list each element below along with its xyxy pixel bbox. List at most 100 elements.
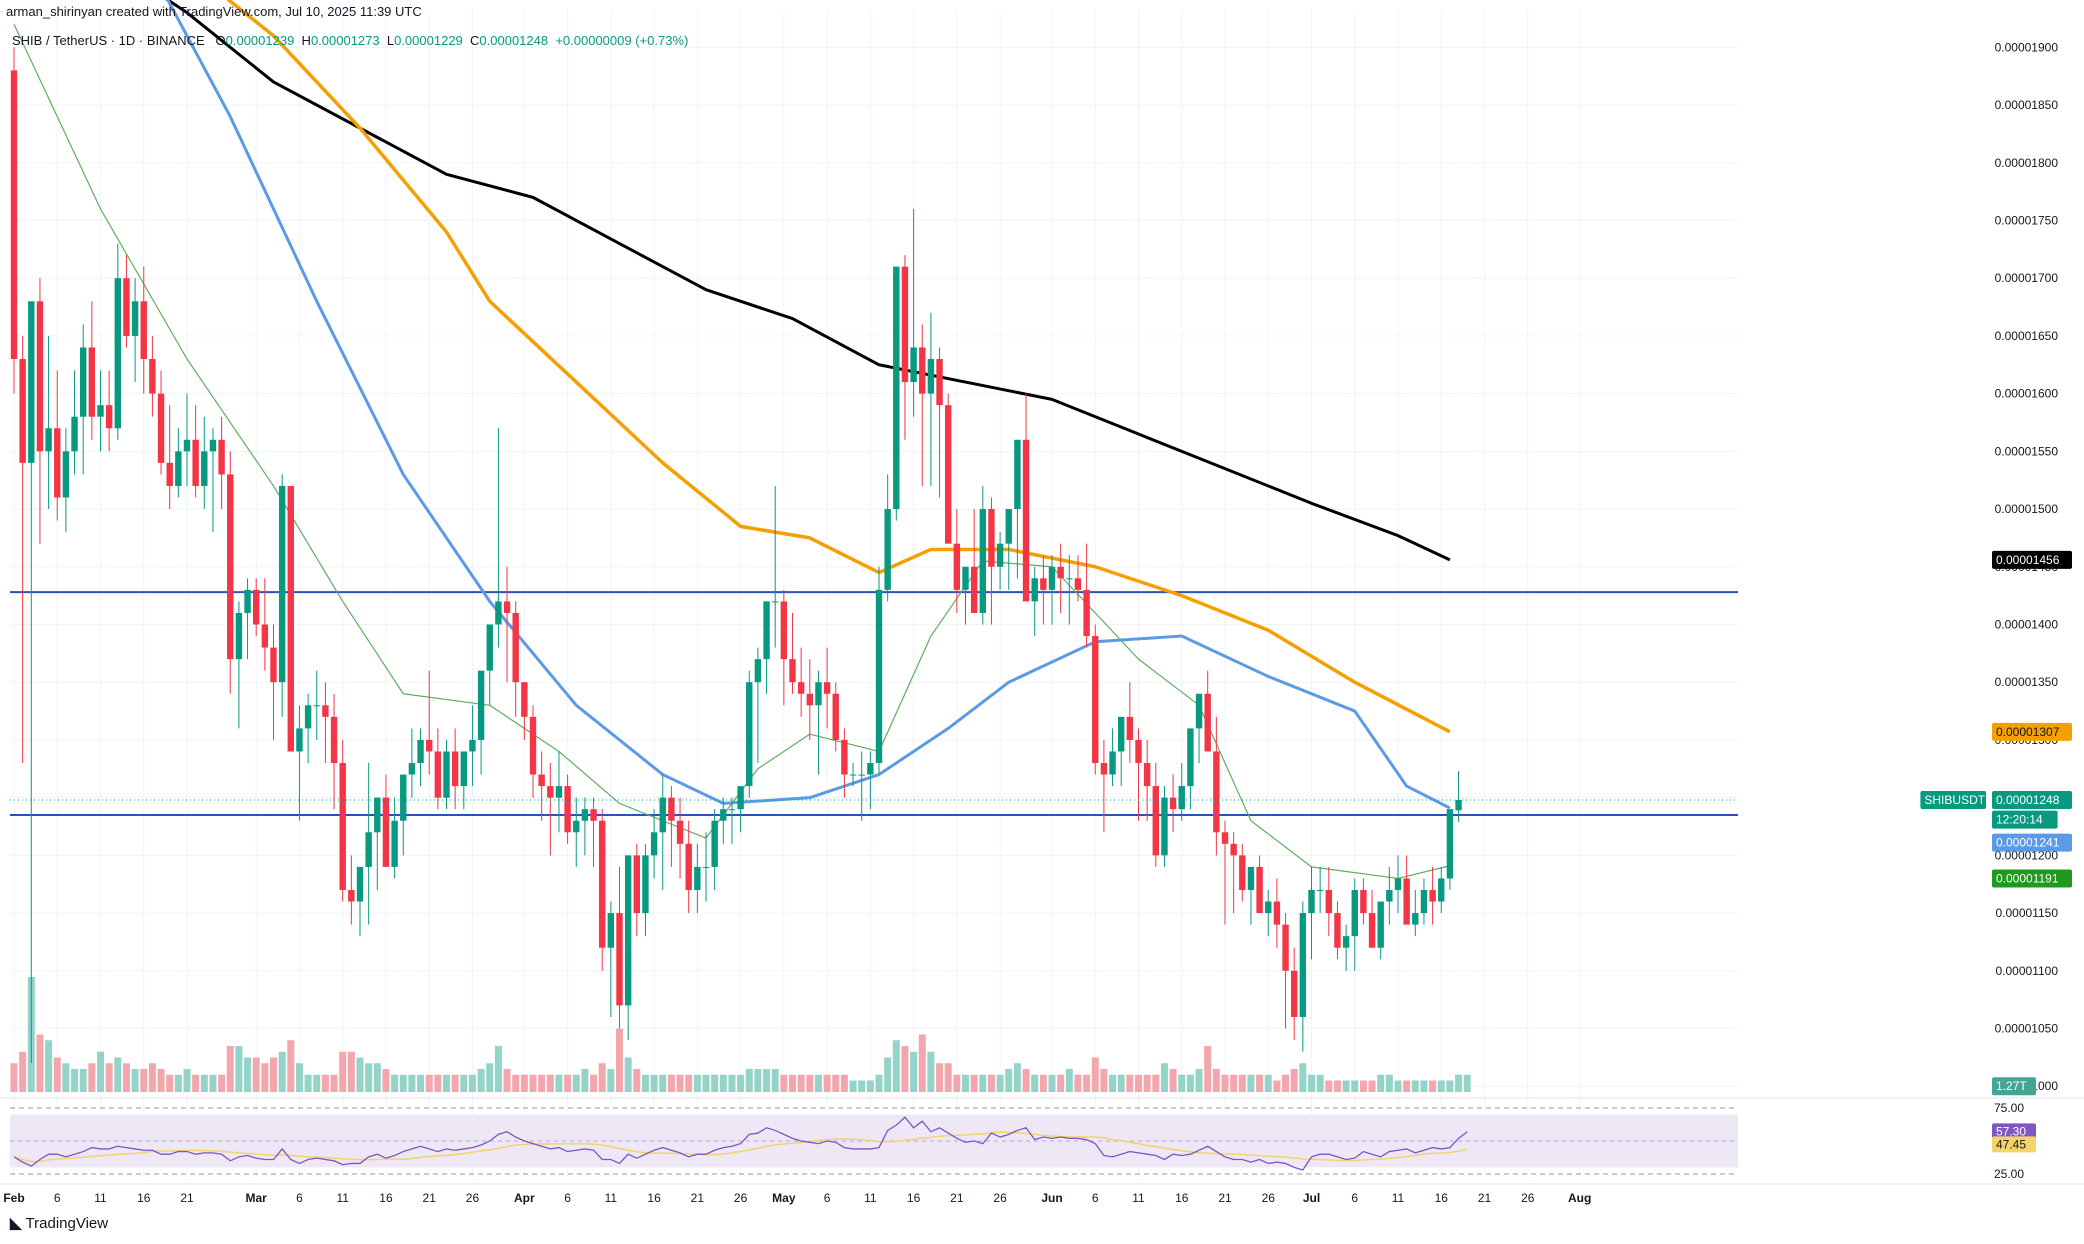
time-tick-label: 16 — [1435, 1191, 1449, 1205]
candle-body — [1152, 786, 1159, 856]
price-tick-label: 0.00001150 — [1995, 906, 2058, 920]
volume-bar — [780, 1074, 788, 1092]
volume-bar — [148, 1063, 156, 1092]
candle-body — [175, 451, 182, 486]
low-value: 0.00001229 — [394, 33, 463, 48]
volume-bar — [737, 1074, 745, 1092]
candle-body — [36, 301, 44, 452]
volume-bar — [304, 1074, 312, 1092]
volume-bar — [1195, 1069, 1203, 1092]
candle-body — [789, 659, 796, 683]
candle-body — [823, 682, 831, 694]
candle-body — [538, 774, 545, 787]
candle-body — [1394, 878, 1402, 890]
time-tick-label: 16 — [137, 1191, 151, 1205]
volume-bar — [1463, 1074, 1471, 1092]
price-label-box — [1920, 790, 1986, 809]
candle-body — [1005, 509, 1012, 544]
time-tick-label: 6 — [54, 1191, 61, 1205]
volume-bar — [814, 1074, 822, 1092]
volume-bar — [1403, 1080, 1411, 1092]
volume-bar — [1359, 1080, 1367, 1092]
close-label: C — [470, 33, 480, 48]
volume-bar — [840, 1074, 848, 1092]
time-tick-label: 11 — [94, 1191, 107, 1205]
volume-bar — [36, 1034, 44, 1092]
volume-bar — [702, 1074, 710, 1092]
price-tick-label: 0.00001850 — [1995, 98, 2059, 112]
volume-bar — [183, 1069, 191, 1092]
volume-bar — [529, 1074, 537, 1092]
volume-bar — [659, 1074, 667, 1092]
candle-body — [244, 589, 251, 613]
candle-body — [486, 624, 493, 671]
volume-bars — [10, 977, 1471, 1092]
volume-bar — [927, 1051, 935, 1092]
price-label-text: 0.00001241 — [1996, 836, 2060, 850]
candle-body — [1187, 728, 1194, 787]
volume-bar — [1204, 1046, 1212, 1092]
candle-body — [1161, 797, 1168, 856]
volume-bar — [166, 1074, 174, 1092]
volume-bar — [486, 1063, 494, 1092]
candle-body — [19, 358, 26, 463]
time-tick-label: May — [772, 1191, 796, 1205]
candle-body — [676, 820, 684, 844]
candle-body — [1135, 739, 1142, 764]
volume-bar — [875, 1074, 883, 1092]
tradingview-logo[interactable]: ◣ TradingView — [10, 1214, 108, 1232]
price-label-text: 0.00001456 — [1996, 553, 2060, 567]
volume-bar — [763, 1069, 771, 1092]
volume-bar — [728, 1074, 736, 1092]
volume-bar — [192, 1074, 200, 1092]
volume-bar — [1299, 1063, 1307, 1092]
volume-bar — [451, 1074, 459, 1092]
volume-bar — [1325, 1080, 1333, 1092]
volume-bar — [685, 1074, 693, 1092]
volume-bar — [555, 1074, 563, 1092]
time-tick-label: 6 — [824, 1191, 831, 1205]
candle-body — [123, 278, 130, 336]
candle-body — [1291, 970, 1298, 1017]
volume-bar — [1013, 1063, 1021, 1092]
high-value: 0.00001273 — [310, 33, 380, 48]
volume-bar — [503, 1069, 511, 1092]
rsi-tick-label: 25.00 — [1994, 1167, 2024, 1181]
volume-bar — [235, 1046, 243, 1092]
time-tick-label: 11 — [864, 1191, 877, 1205]
volume-bar — [140, 1069, 148, 1092]
volume-bar — [1065, 1069, 1073, 1092]
volume-bar — [936, 1063, 944, 1092]
candle-body — [339, 763, 346, 890]
volume-bar — [88, 1063, 96, 1092]
volume-bar — [823, 1074, 831, 1092]
candle-body — [270, 647, 277, 683]
candle-body — [1351, 889, 1358, 937]
candle-body — [521, 682, 528, 717]
volume-bar — [1048, 1074, 1056, 1092]
time-tick-label: 16 — [907, 1191, 921, 1205]
candle-body — [88, 347, 96, 417]
candle-body — [477, 670, 485, 740]
candle-body — [555, 786, 563, 798]
candle-body — [685, 843, 692, 890]
volume-bar — [494, 1046, 502, 1092]
volume-bar — [806, 1074, 814, 1092]
candle-body — [391, 820, 398, 867]
candle-body — [659, 797, 666, 833]
candle-body — [495, 601, 502, 625]
volume-bar — [347, 1051, 355, 1092]
volume-bar — [330, 1074, 338, 1092]
volume-bar — [1074, 1074, 1082, 1092]
price-tick-label: 0.00001550 — [1995, 444, 2059, 458]
symbol-name[interactable]: SHIB / TetherUS · 1D · BINANCE — [12, 33, 205, 48]
candle-body — [867, 763, 874, 775]
rsi-label-text: 47.45 — [1996, 1137, 2026, 1151]
volume-bar — [1057, 1074, 1065, 1092]
volume-bar — [443, 1074, 450, 1092]
price-tick-label: 0.00001500 — [1995, 502, 2059, 516]
candle-body — [322, 705, 329, 717]
candle-body — [469, 739, 476, 752]
